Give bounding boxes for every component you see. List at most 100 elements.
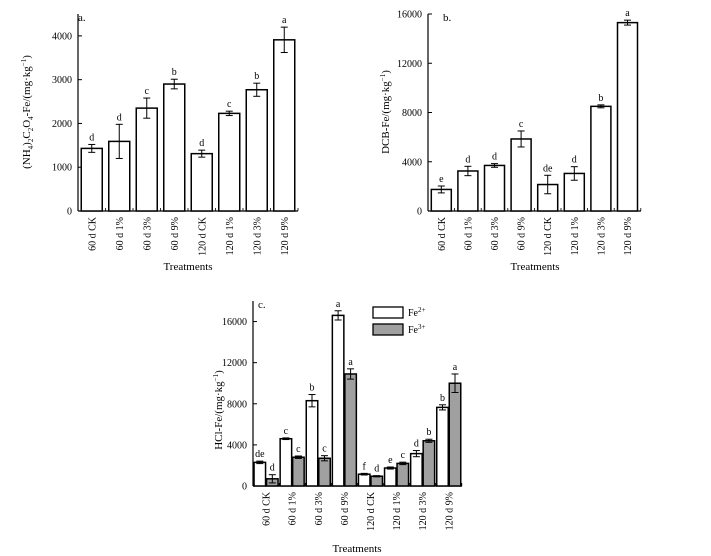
- x-tick-label: 120 d CK: [366, 491, 377, 531]
- x-tick-label: 120 d CK: [543, 216, 554, 256]
- bar: [370, 475, 384, 487]
- significance-letter: a: [282, 15, 287, 26]
- y-tick-label: 0: [67, 207, 72, 218]
- x-tick-label: 60 d CK: [437, 216, 448, 251]
- significance-letter: c: [519, 119, 524, 130]
- bar: [273, 39, 296, 212]
- panel-label-c: c.: [258, 299, 266, 311]
- y-tick-label: 12000: [397, 59, 422, 70]
- significance-letter: de: [543, 163, 553, 174]
- chart-a: a. (NH4)2C2O4-Fe/(mg·kg−1) Treatments 0 1…: [20, 12, 299, 273]
- x-tick-label: 120 d 9%: [623, 217, 634, 255]
- chart-c: c. HCl-Fe/(mg·kg−1) Treatments Fe2+ Fe3+…: [212, 299, 463, 555]
- significance-letter: c: [284, 426, 289, 437]
- y-tick-label: 12000: [222, 358, 247, 369]
- significance-letter: d: [270, 463, 275, 474]
- significance-letter: a: [625, 8, 630, 19]
- bar: [163, 83, 186, 212]
- x-tick-label: 60 d 9%: [517, 217, 528, 250]
- sub-4: 4: [27, 145, 35, 149]
- significance-letter: c: [401, 450, 406, 461]
- significance-letter: f: [363, 461, 367, 472]
- significance-letter: c: [296, 444, 301, 455]
- x-tick-label: 60 d 9%: [340, 492, 351, 525]
- x-tick-label: 120 d CK: [197, 216, 208, 256]
- significance-letter: a: [348, 357, 353, 368]
- significance-letter: a: [336, 299, 341, 310]
- y-tick-label: 2000: [52, 119, 72, 130]
- sub-2: 2: [27, 138, 35, 142]
- bar: [409, 452, 423, 487]
- legend-sup: 3+: [418, 323, 426, 331]
- significance-letter: de: [255, 449, 265, 460]
- significance-letter: b: [440, 393, 445, 404]
- bar: [590, 105, 612, 212]
- x-tick-label: 60 d CK: [262, 491, 273, 526]
- x-tick-label: 120 d 9%: [444, 492, 455, 530]
- significance-letter: b: [172, 67, 177, 78]
- significance-letter: d: [414, 439, 419, 450]
- bar: [305, 399, 319, 487]
- x-tick-label: 60 d 3%: [142, 217, 153, 250]
- significance-letter: d: [117, 112, 122, 123]
- legend-swatch-fe3: [372, 323, 404, 336]
- x-tick-label: 60 d 9%: [170, 217, 181, 250]
- sup-minus-1: −1: [379, 73, 387, 81]
- x-tick-label: 120 d 1%: [225, 217, 236, 255]
- bar: [448, 382, 462, 487]
- bar: [291, 456, 305, 487]
- bar: [483, 164, 506, 212]
- significance-letter: d: [465, 154, 470, 165]
- ylabel-a-part: O: [21, 120, 33, 128]
- bar: [396, 462, 410, 487]
- x-tick-label: 120 d 9%: [280, 217, 291, 255]
- bar: [422, 440, 436, 487]
- sup-minus-1: −1: [212, 373, 220, 381]
- x-axis-title-a: Treatments: [163, 261, 212, 273]
- significance-letter: c: [227, 99, 232, 110]
- y-tick-label: 3000: [52, 75, 72, 86]
- legend-base: Fe: [408, 308, 419, 319]
- legend-swatch-fe2: [372, 306, 404, 319]
- legend-label-fe3: Fe3+: [408, 323, 426, 336]
- ylabel-a-part: ): [21, 55, 33, 59]
- bar: [80, 147, 103, 212]
- x-tick-label: 60 d 1%: [463, 217, 474, 250]
- bar: [510, 138, 532, 212]
- significance-letter: b: [426, 427, 431, 438]
- significance-letter: b: [254, 71, 259, 82]
- bar: [344, 373, 358, 487]
- y-tick-label: 4000: [402, 157, 422, 168]
- x-tick-label: 60 d 1%: [115, 217, 126, 250]
- bar: [383, 467, 397, 487]
- legend-sup: 2+: [418, 306, 426, 314]
- y-axis-title-a: (NH4)2C2O4-Fe/(mg·kg−1): [20, 55, 35, 169]
- x-tick-label: 60 d 3%: [314, 492, 325, 525]
- panel-label-b: b.: [443, 12, 452, 24]
- legend-label-fe2: Fe2+: [408, 306, 426, 319]
- y-tick-label: 16000: [222, 317, 247, 328]
- significance-letter: d: [492, 152, 497, 163]
- y-tick-label: 1000: [52, 163, 72, 174]
- bar: [331, 314, 345, 487]
- chart-b: b. DCB-Fe/(mg·kg−1) Treatments 0 4000 8000…: [379, 8, 642, 273]
- bar: [457, 170, 479, 212]
- bar: [218, 112, 241, 212]
- bar: [135, 107, 158, 212]
- sub-2: 2: [27, 127, 35, 131]
- x-tick-label: 60 d 3%: [490, 217, 501, 250]
- bar: [190, 152, 213, 212]
- y-tick-label: 8000: [227, 399, 247, 410]
- significance-letter: a: [453, 362, 458, 373]
- y-tick-label: 8000: [402, 108, 422, 119]
- bar: [318, 457, 331, 487]
- ylabel-c-part: ): [213, 370, 225, 374]
- ylabel-b-part: ): [380, 70, 392, 74]
- x-tick-label: 120 d 3%: [252, 217, 263, 255]
- bar: [253, 461, 267, 487]
- significance-letter: b: [598, 93, 603, 104]
- significance-letter: c: [322, 444, 327, 455]
- x-axis-title-b: Treatments: [510, 261, 559, 273]
- x-tick-label: 120 d 1%: [570, 217, 581, 255]
